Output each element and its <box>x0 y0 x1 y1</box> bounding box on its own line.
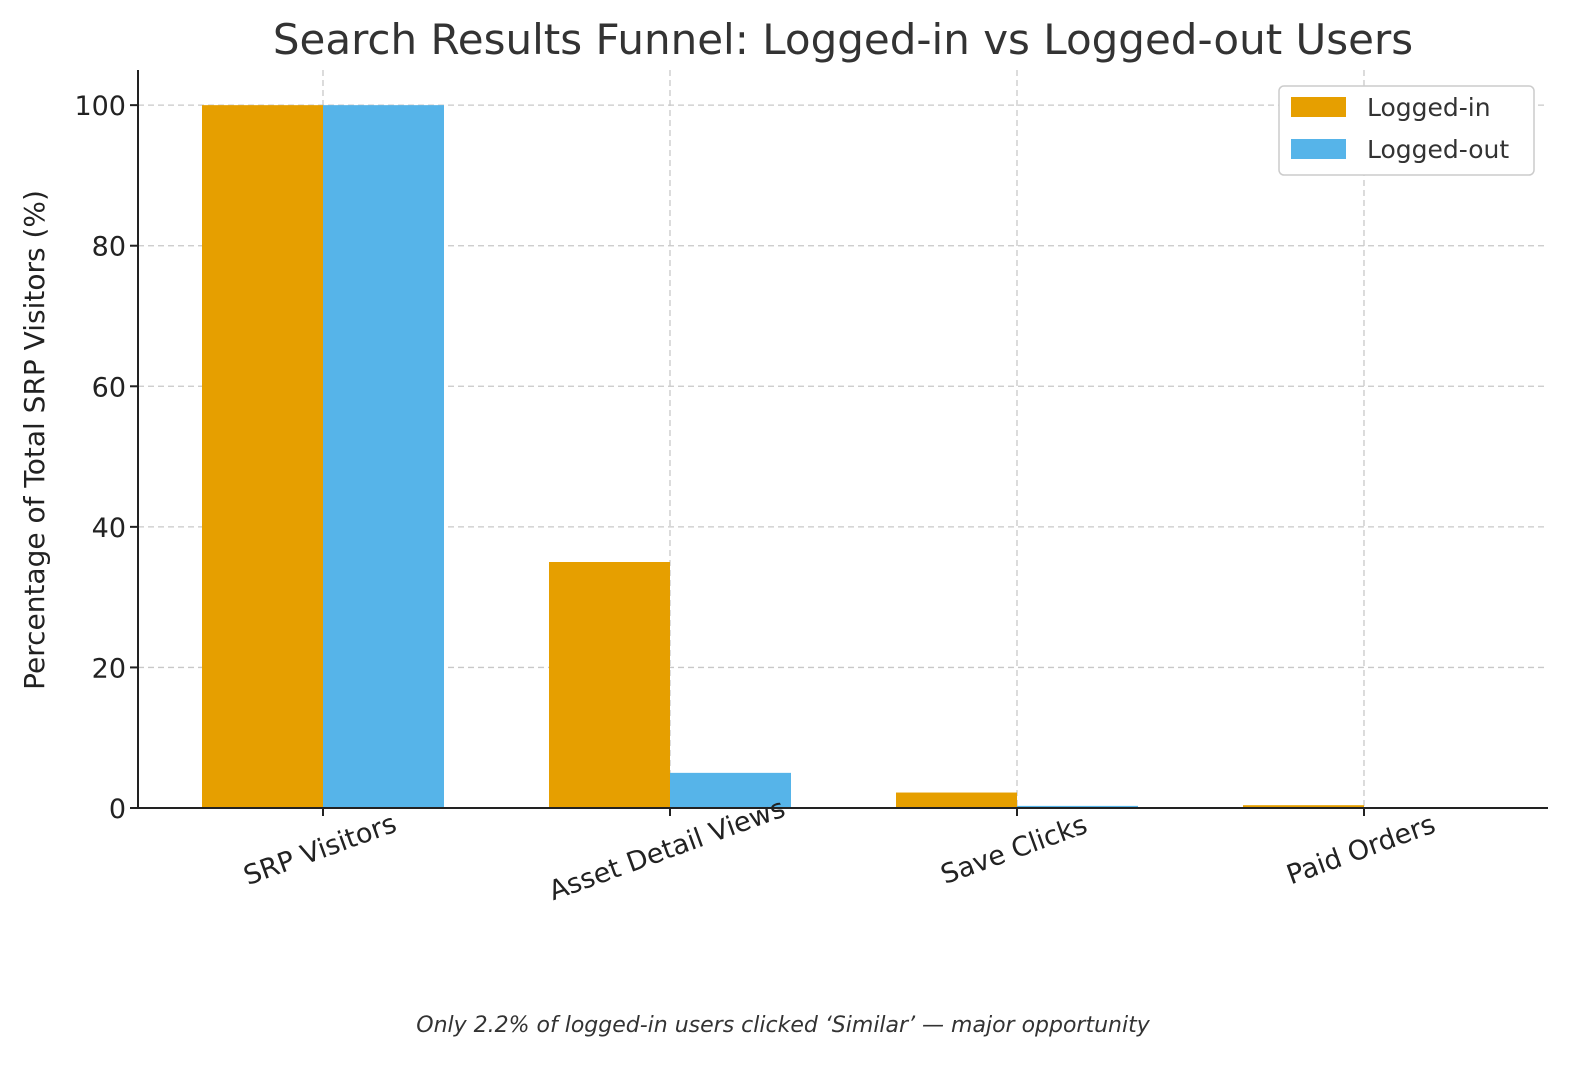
y-tick-label: 100 <box>74 91 126 122</box>
y-tick-label: 0 <box>109 794 126 825</box>
legend-label-logged-out: Logged-out <box>1367 135 1509 164</box>
chart-title: Search Results Funnel: Logged-in vs Logg… <box>273 15 1413 64</box>
y-tick-labels: 0 20 40 60 80 100 <box>74 91 126 825</box>
bar-logged-out-srp-visitors <box>323 105 444 808</box>
y-tick-label: 40 <box>92 513 126 544</box>
bar-logged-in-paid-orders <box>1243 805 1364 808</box>
bar-logged-in-srp-visitors <box>202 105 323 808</box>
y-tick-label: 60 <box>92 372 126 403</box>
x-tick-labels: SRP Visitors Asset Detail Views Save Click… <box>240 793 1440 907</box>
x-tick-label: SRP Visitors <box>240 808 401 892</box>
bar-logged-out-save-clicks <box>1017 805 1138 808</box>
bar-logged-in-asset-detail-views <box>549 562 670 808</box>
x-tick-label: Asset Detail Views <box>545 793 789 907</box>
x-tick-label: Paid Orders <box>1283 809 1440 891</box>
bars <box>202 105 1485 808</box>
bar-logged-out-asset-detail-views <box>670 772 791 808</box>
legend-label-logged-in: Logged-in <box>1367 93 1491 122</box>
chart-caption: Only 2.2% of logged-in users clicked ‘Si… <box>416 1013 1150 1038</box>
y-tick-label: 80 <box>92 232 126 263</box>
legend: Logged-in Logged-out <box>1278 85 1535 176</box>
y-tick-label: 20 <box>92 653 126 684</box>
legend-swatch-logged-out <box>1291 139 1346 159</box>
legend-swatch-logged-in <box>1291 97 1346 117</box>
axes <box>130 70 1548 816</box>
y-axis-label: Percentage of Total SRP Visitors (%) <box>18 190 51 690</box>
bar-logged-in-save-clicks <box>896 792 1017 808</box>
x-tick-label: Save Clicks <box>937 809 1092 891</box>
